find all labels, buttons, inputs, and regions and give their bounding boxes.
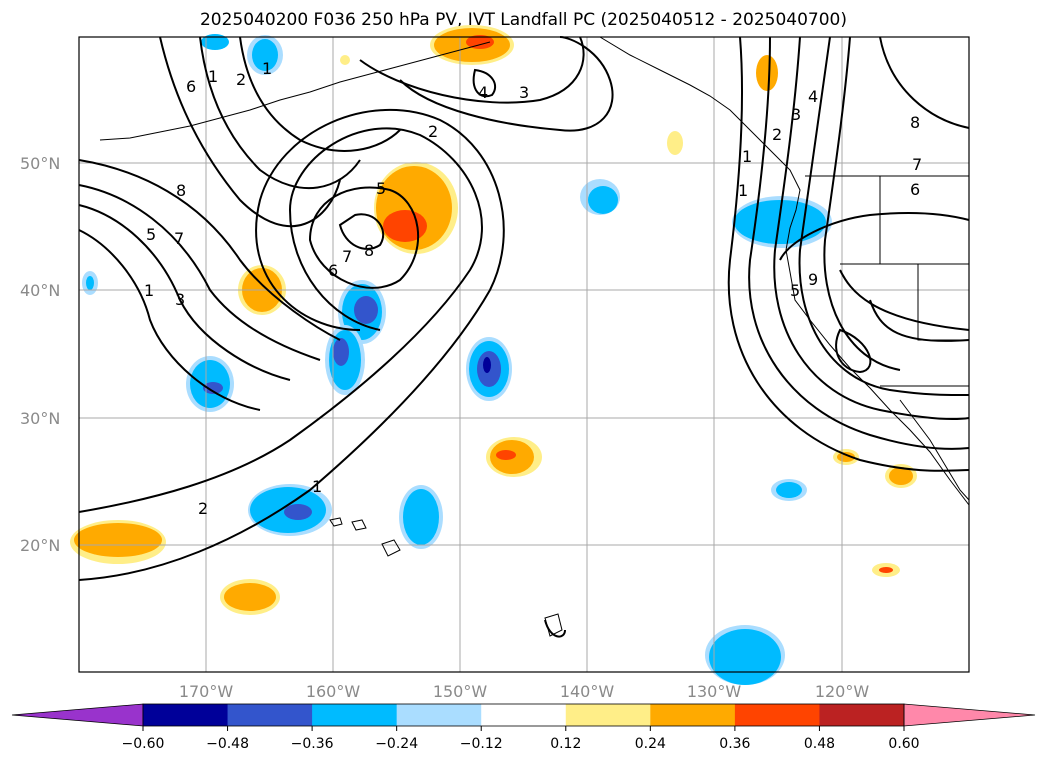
- coastlines: [99, 36, 970, 637]
- lon-label: 160°W: [306, 682, 361, 701]
- lon-label: 170°W: [179, 682, 234, 701]
- colorbar-tick-label: −0.48: [206, 736, 249, 752]
- gridlines: [79, 37, 969, 672]
- lon-label: 150°W: [433, 682, 488, 701]
- contour-label: 8: [176, 181, 186, 200]
- contour-label: 3: [791, 105, 801, 124]
- colorbar-tick-label: 0.36: [719, 736, 750, 752]
- colorbar-tick-label: −0.60: [122, 736, 165, 752]
- colorbar-outline: [142, 703, 905, 727]
- colorbar-segment: [734, 704, 820, 726]
- contour-label: 6: [186, 77, 196, 96]
- contour-label: 2: [772, 125, 782, 144]
- contour-label: 2: [198, 499, 208, 518]
- contour-label: 8: [364, 241, 374, 260]
- lon-labels: 170°W 160°W 150°W 140°W 130°W 120°W: [179, 682, 870, 701]
- contour-label: 5: [376, 179, 386, 198]
- contour-label: 2: [236, 70, 246, 89]
- colorbar-tick-label: 0.24: [635, 736, 666, 752]
- contour-label: 1: [742, 147, 752, 166]
- colorbar-segment: [565, 704, 651, 726]
- colorbar-segment: [819, 704, 905, 726]
- contour-label: 5: [146, 225, 156, 244]
- colorbar-tick-label: 0.48: [804, 736, 835, 752]
- lat-label: 50°N: [20, 154, 60, 173]
- contour-label: 1: [262, 59, 272, 78]
- contour-label: 1: [144, 281, 154, 300]
- map-frame: [78, 36, 970, 673]
- map-background: [79, 37, 969, 672]
- contour-label: 9: [808, 270, 818, 289]
- contour-label: 6: [328, 261, 338, 280]
- contour-label: 5: [790, 281, 800, 300]
- colorbar-segment: [143, 704, 229, 726]
- contour-label: 7: [174, 229, 184, 248]
- colorbar-segment: [396, 704, 482, 726]
- colorbar-tick-label: −0.24: [375, 736, 418, 752]
- contour-label: 1: [738, 181, 748, 200]
- colorbar-segment: [650, 704, 736, 726]
- lon-label: 140°W: [560, 682, 615, 701]
- colorbar-tick-label: 0.12: [550, 736, 581, 752]
- contour-labels: 6 1 2 1 4 3 2 8 5 7 1 3 5 8 7 6 2 1 1 4 …: [144, 59, 922, 518]
- colorbar-segment: [481, 704, 567, 726]
- colorbar-segment: [312, 704, 398, 726]
- lon-label: 130°W: [687, 682, 742, 701]
- contour-label: 1: [312, 477, 322, 496]
- contour-label: 3: [175, 290, 185, 309]
- contour-label: 4: [478, 83, 488, 102]
- contours: [78, 36, 970, 638]
- contour-label: 8: [910, 113, 920, 132]
- contour-label: 4: [808, 87, 818, 106]
- colorbar: −0.60 −0.48 −0.36 −0.24 −0.12 0.12 0.24 0.36 0.4…: [11, 703, 1036, 752]
- contour-label: 6: [910, 180, 920, 199]
- colorbar-tick-label: 0.60: [888, 736, 919, 752]
- lon-label: 120°W: [815, 682, 870, 701]
- contour-label: 7: [342, 247, 352, 266]
- contour-label: 7: [912, 155, 922, 174]
- lat-labels: 50°N 40°N 30°N 20°N: [20, 154, 60, 555]
- colorbar-tick-label: −0.36: [291, 736, 334, 752]
- lat-label: 30°N: [20, 409, 60, 428]
- lat-label: 20°N: [20, 536, 60, 555]
- colorbar-tick-label: −0.12: [460, 736, 503, 752]
- colorbar-segment: [227, 704, 313, 726]
- lat-label: 40°N: [20, 281, 60, 300]
- map-title: 2025040200 F036 250 hPa PV, IVT Landfall…: [199, 10, 847, 30]
- colorbar-extend-low: [11, 703, 144, 727]
- contour-label: 3: [519, 83, 529, 102]
- colorbar-extend-high: [903, 703, 1036, 727]
- contour-label: 2: [428, 122, 438, 141]
- contour-label: 1: [208, 67, 218, 86]
